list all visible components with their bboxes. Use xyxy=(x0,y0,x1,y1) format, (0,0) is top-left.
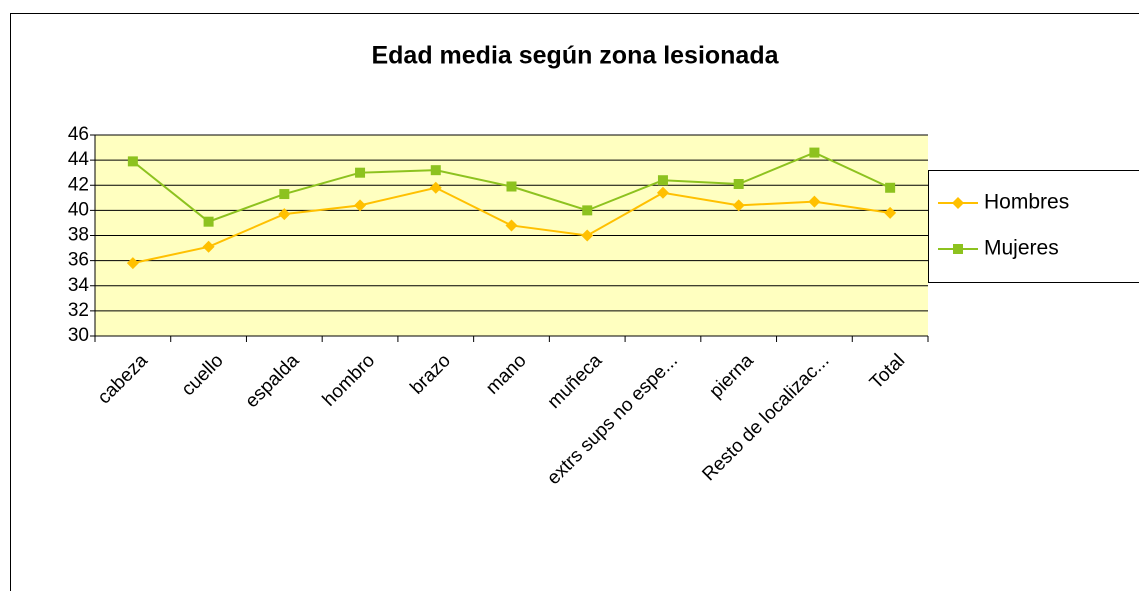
marker xyxy=(354,199,367,212)
y-tick-label: 36 xyxy=(68,250,89,271)
y-tick-label: 46 xyxy=(68,124,89,145)
marker xyxy=(732,199,745,212)
marker xyxy=(885,182,896,193)
marker xyxy=(808,195,821,208)
marker xyxy=(582,205,593,216)
marker xyxy=(952,197,964,209)
marker xyxy=(202,240,215,253)
y-tick-label: 30 xyxy=(68,325,89,346)
marker xyxy=(430,165,441,176)
legend-label: Hombres xyxy=(984,191,1069,214)
marker xyxy=(884,206,897,219)
y-tick-label: 32 xyxy=(68,300,89,321)
y-tick-label: 34 xyxy=(68,275,90,296)
marker xyxy=(656,186,669,199)
marker xyxy=(506,181,517,192)
legend-label: Mujeres xyxy=(984,237,1059,260)
marker xyxy=(953,244,963,254)
chart-title: Edad media según zona lesionada xyxy=(371,42,779,70)
marker xyxy=(581,229,594,242)
marker xyxy=(127,156,138,167)
marker xyxy=(733,178,744,189)
marker xyxy=(809,147,820,158)
marker xyxy=(505,219,518,232)
y-tick-label: 40 xyxy=(68,199,89,220)
y-tick-label: 38 xyxy=(68,225,89,246)
marker xyxy=(657,175,668,186)
marker xyxy=(278,208,291,221)
marker xyxy=(429,181,442,194)
marker xyxy=(279,189,290,200)
legend-box xyxy=(928,170,1139,283)
marker xyxy=(355,167,366,178)
y-tick-label: 44 xyxy=(68,149,90,170)
marker xyxy=(203,216,214,227)
marker xyxy=(126,257,139,270)
y-tick-label: 42 xyxy=(68,174,89,195)
